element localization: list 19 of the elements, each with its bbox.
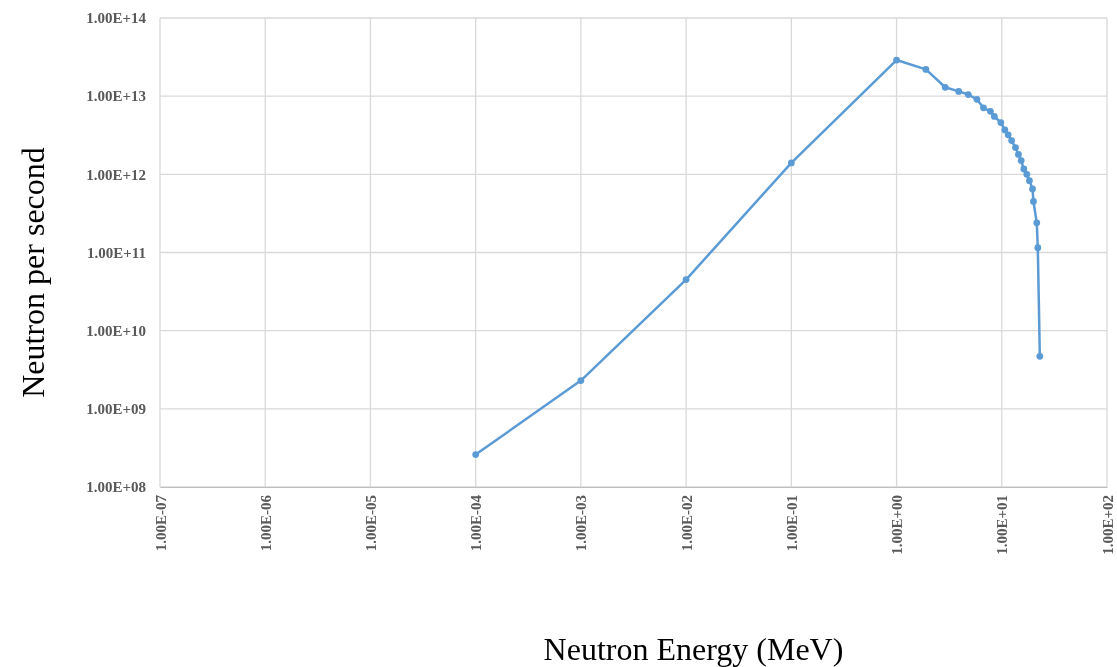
- x-tick-label: 1.00E+01: [994, 495, 1011, 555]
- x-tick-label: 1.00E-01: [783, 495, 800, 552]
- x-tick-label: 1.00E+02: [1099, 495, 1116, 555]
- x-tick-label: 1.00E+00: [889, 495, 906, 555]
- x-tick-label: 1.00E-02: [678, 495, 695, 552]
- x-tick-label: 1.00E-07: [152, 494, 169, 552]
- x-tick-label: 1.00E-06: [257, 494, 274, 552]
- y-tick-label: 1.00E+11: [87, 244, 146, 261]
- x-tick-label: 1.00E-05: [362, 495, 379, 552]
- y-tick-label: 1.00E+12: [86, 166, 146, 183]
- y-axis-title: Neutron per second: [15, 147, 51, 398]
- y-tick-label: 1.00E+14: [86, 10, 147, 27]
- x-tick-label: 1.00E-03: [573, 495, 590, 552]
- x-tick-label: 1.00E-04: [468, 494, 485, 552]
- y-tick-label: 1.00E+08: [86, 479, 146, 496]
- y-tick-label: 1.00E+09: [86, 401, 146, 418]
- y-tick-label: 1.00E+13: [86, 88, 146, 105]
- y-tick-label: 1.00E+10: [86, 322, 146, 339]
- x-axis-title: Neutron Energy (MeV): [543, 631, 844, 667]
